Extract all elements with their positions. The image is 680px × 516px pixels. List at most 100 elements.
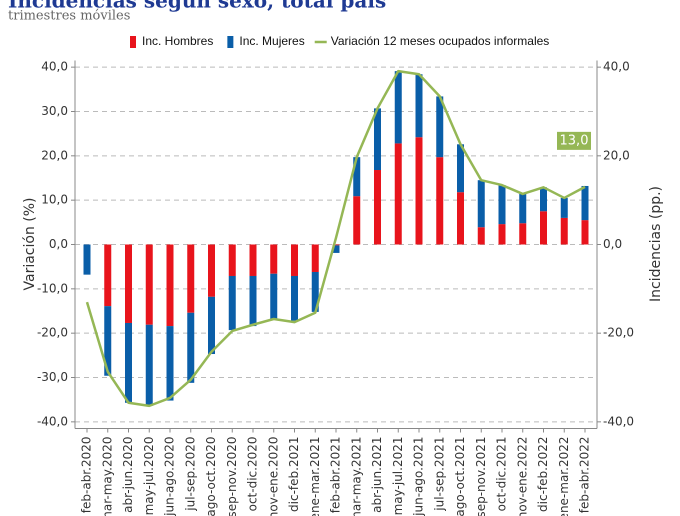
y-tick-label: 10,0 xyxy=(41,193,68,207)
bar xyxy=(166,244,174,327)
bar xyxy=(519,193,527,224)
bar xyxy=(311,271,319,312)
bar xyxy=(560,217,568,245)
x-tick-label: may-jul.2020 xyxy=(142,437,156,516)
bar xyxy=(394,71,402,144)
legend-swatch xyxy=(130,36,136,48)
legend-label: Inc. Hombres xyxy=(142,34,213,48)
x-tick-label: mar-may.2021 xyxy=(349,437,363,516)
y-tick-label: -40,0 xyxy=(37,414,68,428)
legend-label: Variación 12 meses ocupados informales xyxy=(331,34,550,48)
x-tick-label: feb-abr.2022 xyxy=(578,437,592,514)
bar xyxy=(374,170,381,245)
bar xyxy=(415,74,423,138)
x-tick-label: dic-feb.2022 xyxy=(536,437,550,512)
bar xyxy=(145,244,153,325)
x-tick-label: feb-abr.2020 xyxy=(80,437,94,514)
bar xyxy=(166,326,174,401)
bar xyxy=(187,312,195,383)
x-tick-label: ago-oct.2020 xyxy=(204,437,218,516)
x-tick-label: ene-mar.2022 xyxy=(557,437,571,516)
bar xyxy=(125,322,132,403)
x-tick-label: sep-nov.2020 xyxy=(225,437,239,516)
bar xyxy=(394,143,402,245)
x-tick-label: mar-may.2020 xyxy=(100,437,114,516)
y2-tick-label: 20,0 xyxy=(603,148,630,162)
x-tick-label: ago-oct.2021 xyxy=(453,437,467,516)
value-label-box xyxy=(557,131,591,150)
x-tick-label: dic-feb.2021 xyxy=(287,437,301,512)
x-tick-label: jun-ago.2020 xyxy=(163,437,177,516)
y-tick-label: -20,0 xyxy=(37,326,68,340)
bar xyxy=(311,244,319,272)
y2-axis-label: Incidencias (pp.) xyxy=(648,186,664,302)
x-tick-label: jul-sep.2020 xyxy=(183,437,197,512)
bar xyxy=(581,220,589,245)
legend-swatch xyxy=(227,36,234,48)
y-axis-label: Variación (%) xyxy=(22,198,38,291)
bar xyxy=(560,197,568,218)
bar xyxy=(145,324,153,406)
y-tick-label: -30,0 xyxy=(37,370,68,384)
x-tick-label: jul-sep.2021 xyxy=(432,437,446,512)
bar xyxy=(353,157,361,197)
bar xyxy=(104,244,112,307)
bar xyxy=(187,244,195,313)
bar xyxy=(415,137,423,245)
bar xyxy=(477,180,485,228)
chart-subtitle: trimestres móviles xyxy=(8,9,130,24)
bar xyxy=(498,224,506,245)
x-tick-label: feb-abr.2021 xyxy=(329,437,343,514)
bar xyxy=(208,296,215,355)
x-tick-label: ene-mar.2021 xyxy=(308,437,322,516)
bar xyxy=(581,185,589,221)
bar xyxy=(270,244,278,274)
bar xyxy=(332,245,340,253)
line xyxy=(85,69,586,408)
x-tick-label: nov-ene.2020 xyxy=(266,437,280,516)
y2-tick-label: 40,0 xyxy=(603,60,630,74)
x-tick-label: jun-ago.2021 xyxy=(412,437,426,516)
bar xyxy=(83,244,91,275)
bar xyxy=(498,185,506,225)
bar xyxy=(291,244,298,276)
x-tick-label: sep-nov.2021 xyxy=(474,437,488,516)
bar xyxy=(291,275,298,321)
x-tick-label: nov-ene.2022 xyxy=(515,437,529,516)
y2-tick-label: 0,0 xyxy=(603,237,622,251)
bar xyxy=(125,244,132,323)
bar xyxy=(540,187,547,212)
bar xyxy=(249,244,257,276)
legend-label: Inc. Mujeres xyxy=(239,34,304,48)
chart-title: Incidencias según sexo, total país xyxy=(8,0,386,13)
bar xyxy=(249,275,257,327)
bar xyxy=(208,244,215,297)
bar xyxy=(228,275,236,331)
bar xyxy=(374,108,381,171)
bar xyxy=(457,144,464,193)
y-tick-label: 0,0 xyxy=(49,237,68,251)
x-tick-label: abr-jun.2021 xyxy=(370,437,384,513)
x-tick-label: oct-dic.2020 xyxy=(246,437,260,512)
value-label: 13,0 xyxy=(560,133,589,148)
bar xyxy=(519,223,527,245)
bar xyxy=(332,244,340,246)
bar xyxy=(457,192,464,245)
bar xyxy=(477,227,485,245)
y-tick-label: 30,0 xyxy=(41,104,68,118)
bar xyxy=(353,196,361,245)
bar xyxy=(540,211,547,245)
bar xyxy=(104,306,112,376)
y-tick-label: 40,0 xyxy=(41,60,68,74)
y2-tick-label: -20,0 xyxy=(603,326,634,340)
x-tick-label: oct-dic.2021 xyxy=(495,437,509,512)
y-tick-label: -10,0 xyxy=(37,281,68,295)
bar xyxy=(270,273,278,320)
bar xyxy=(228,244,236,276)
y-tick-label: 20,0 xyxy=(41,148,68,162)
y2-tick-label: -40,0 xyxy=(603,414,634,428)
x-tick-label: abr-jun.2020 xyxy=(121,437,135,513)
x-tick-label: may-jul.2021 xyxy=(391,437,405,516)
bar xyxy=(436,157,444,245)
